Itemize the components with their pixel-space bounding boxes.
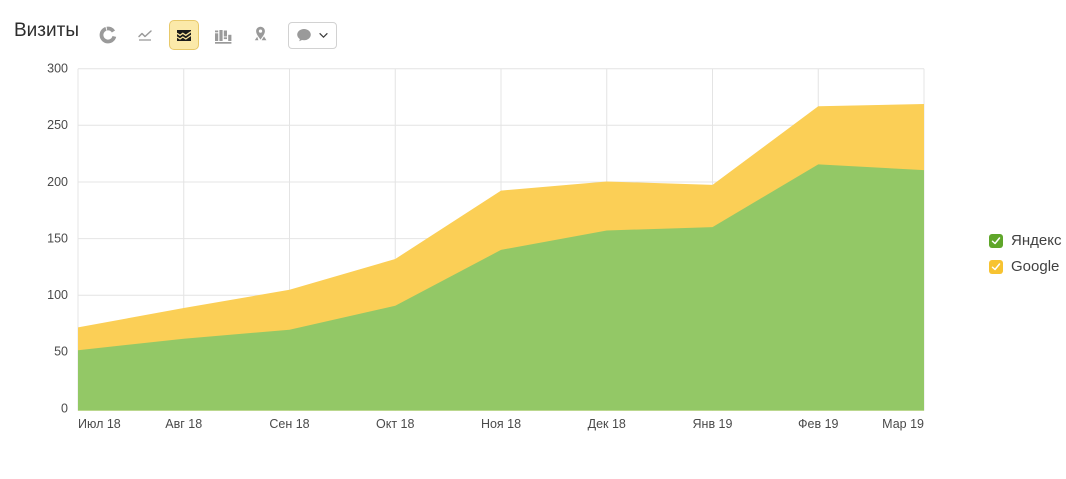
- svg-text:Янв 19: Янв 19: [693, 417, 733, 431]
- svg-text:Окт 18: Окт 18: [376, 417, 414, 431]
- svg-text:300: 300: [47, 62, 68, 76]
- svg-text:150: 150: [47, 231, 68, 245]
- svg-text:Июл 18: Июл 18: [78, 417, 121, 431]
- svg-text:Авг 18: Авг 18: [165, 417, 202, 431]
- svg-text:Мар 19: Мар 19: [882, 417, 924, 431]
- svg-text:50: 50: [54, 345, 68, 359]
- svg-text:0: 0: [61, 401, 68, 415]
- svg-text:Дек 18: Дек 18: [588, 417, 626, 431]
- svg-text:100: 100: [47, 288, 68, 302]
- svg-text:Сен 18: Сен 18: [269, 417, 309, 431]
- svg-text:Фев 19: Фев 19: [798, 417, 839, 431]
- svg-text:Ноя 18: Ноя 18: [481, 417, 521, 431]
- svg-text:250: 250: [47, 118, 68, 132]
- svg-text:200: 200: [47, 175, 68, 189]
